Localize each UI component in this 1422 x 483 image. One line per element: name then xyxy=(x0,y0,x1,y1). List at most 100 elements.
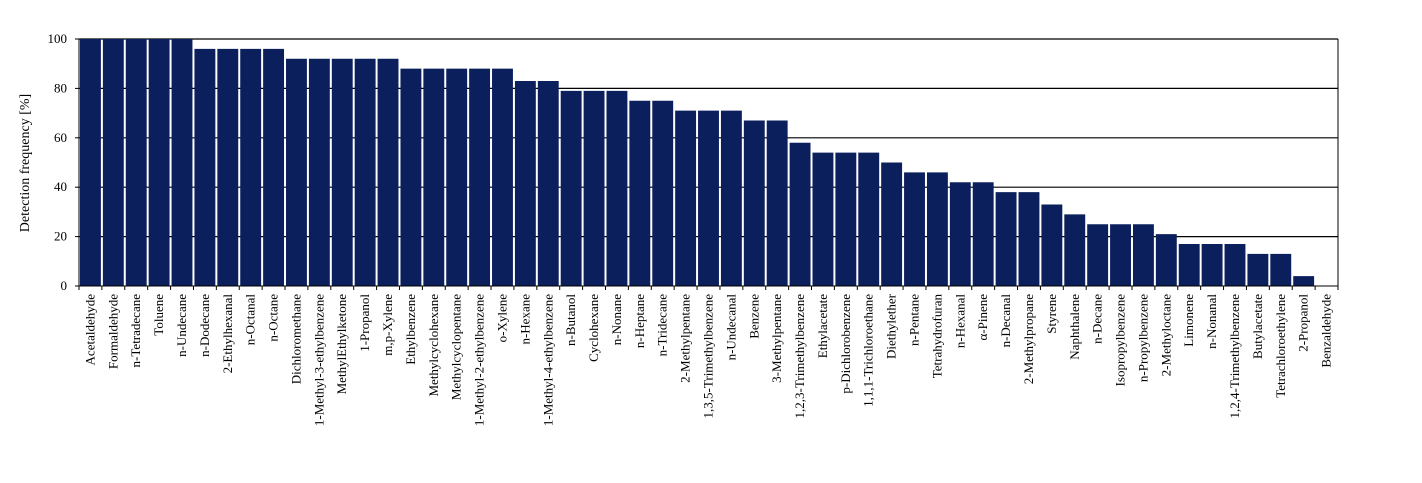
category-label: 1,3,5-Trimethylbenzene xyxy=(701,294,716,419)
category-label: Benzene xyxy=(746,294,761,339)
category-label: n-Hexane xyxy=(517,294,532,345)
bar xyxy=(652,100,674,286)
category-label: n-Propylbenzene xyxy=(1135,294,1150,382)
bar xyxy=(469,68,491,286)
category-label: 2-Ethylhexanal xyxy=(220,294,235,374)
bar xyxy=(1132,224,1154,286)
category-label: o-Xylene xyxy=(494,294,509,343)
category-label: n-Undecanal xyxy=(723,294,738,361)
category-label: Toluene xyxy=(151,294,166,336)
bar xyxy=(972,182,994,286)
bar xyxy=(766,120,788,286)
bar xyxy=(1247,253,1269,286)
category-label: m,p-Xylene xyxy=(380,294,395,356)
y-tick-labels: 0 20 40 60 80 100 xyxy=(48,31,68,293)
category-label: 1,1,1-Trichloroethane xyxy=(861,294,876,407)
bar xyxy=(217,48,239,286)
category-label: Isopropylbenzene xyxy=(1113,294,1128,387)
bar xyxy=(354,58,376,287)
category-label: n-Octane xyxy=(266,294,281,342)
bar xyxy=(698,110,719,286)
bar xyxy=(926,172,948,286)
category-label: n-Pentane xyxy=(907,294,922,346)
category-label: 1,2,3-Trimethylbenzene xyxy=(792,294,807,419)
bars xyxy=(80,39,1315,287)
bar xyxy=(286,58,307,287)
category-label: n-Hexanal xyxy=(952,294,967,349)
bar xyxy=(858,152,880,286)
category-label: Limonene xyxy=(1181,294,1196,347)
category-label: 1-Methyl-4-ethylbenzene xyxy=(540,294,555,426)
category-label: α-Pinene xyxy=(975,294,990,341)
y-tick-label: 60 xyxy=(54,130,67,145)
category-label: n-Nonane xyxy=(609,294,624,345)
y-tick-label: 80 xyxy=(54,80,67,95)
category-label: Benzaldehyde xyxy=(1319,294,1334,368)
category-label: n-Undecane xyxy=(174,294,189,357)
bar xyxy=(80,39,101,286)
category-label: 1-Propanol xyxy=(357,294,372,352)
bar xyxy=(720,110,742,286)
category-label: Butylacetate xyxy=(1250,294,1265,359)
bar xyxy=(1224,244,1246,286)
category-label: Dichloromethane xyxy=(288,294,303,384)
category-label: Ethylbenzene xyxy=(403,294,418,365)
bar xyxy=(583,90,605,287)
bar xyxy=(308,58,330,287)
bar xyxy=(446,68,468,286)
bar xyxy=(629,100,651,286)
bar xyxy=(125,39,147,286)
category-label: 2-Methylpentane xyxy=(678,294,693,383)
category-label: Acetaldehyde xyxy=(82,294,97,366)
category-label: 2-Methylpropane xyxy=(1021,294,1036,384)
category-label: n-Tetradecane xyxy=(128,294,143,368)
category-label: Tetrachloroethylene xyxy=(1273,294,1288,398)
category-label: n-Butanol xyxy=(563,294,578,346)
bar xyxy=(606,90,628,287)
bar xyxy=(1064,214,1086,286)
category-label: n-Tridecane xyxy=(655,294,670,357)
bar xyxy=(1018,192,1040,286)
y-tick-label: 40 xyxy=(54,179,67,194)
bar xyxy=(377,58,399,287)
category-label: 1,2,4-Trimethylbenzene xyxy=(1227,294,1242,419)
category-label: p-Dichlorobenzene xyxy=(838,294,853,394)
bar xyxy=(1178,244,1200,286)
bar xyxy=(400,68,422,286)
category-label: Styrene xyxy=(1044,294,1059,334)
bar xyxy=(1087,224,1109,286)
category-label: Methylcyclohexane xyxy=(426,294,441,397)
bar xyxy=(904,172,925,286)
bar xyxy=(675,110,697,286)
bar xyxy=(240,48,262,286)
bar xyxy=(560,90,582,287)
y-axis-title: Detection frequency [%] xyxy=(18,94,33,232)
category-label: n-Heptane xyxy=(632,294,647,348)
category-label: 3-Methylpentane xyxy=(769,294,784,383)
category-label: Naphthalene xyxy=(1067,294,1082,360)
bar xyxy=(263,48,285,286)
axes xyxy=(75,38,1339,290)
bar xyxy=(812,152,834,286)
category-label: 1-Methyl-2-ethylbenzene xyxy=(472,294,487,426)
bar xyxy=(171,39,193,286)
category-label: n-Decanal xyxy=(998,294,1013,348)
bar xyxy=(492,68,513,286)
bar xyxy=(537,80,559,287)
bar xyxy=(1270,253,1292,286)
category-label: Cyclohexane xyxy=(586,294,601,362)
bar xyxy=(743,120,765,286)
category-label: MethylEthylketone xyxy=(334,294,349,395)
bar xyxy=(423,68,445,286)
bar xyxy=(1201,244,1223,286)
category-label: n-Octanal xyxy=(243,294,258,346)
bar xyxy=(1110,224,1131,286)
bar xyxy=(1155,234,1177,286)
category-label: n-Dodecane xyxy=(197,294,212,357)
category-label: Formaldehyde xyxy=(105,294,120,369)
bar xyxy=(102,39,124,286)
bar xyxy=(949,182,971,286)
category-labels: Acetaldehyde Formaldehyde n-Tetradecane Tol… xyxy=(82,293,1333,426)
category-label: Methylcyclopentane xyxy=(449,294,464,400)
